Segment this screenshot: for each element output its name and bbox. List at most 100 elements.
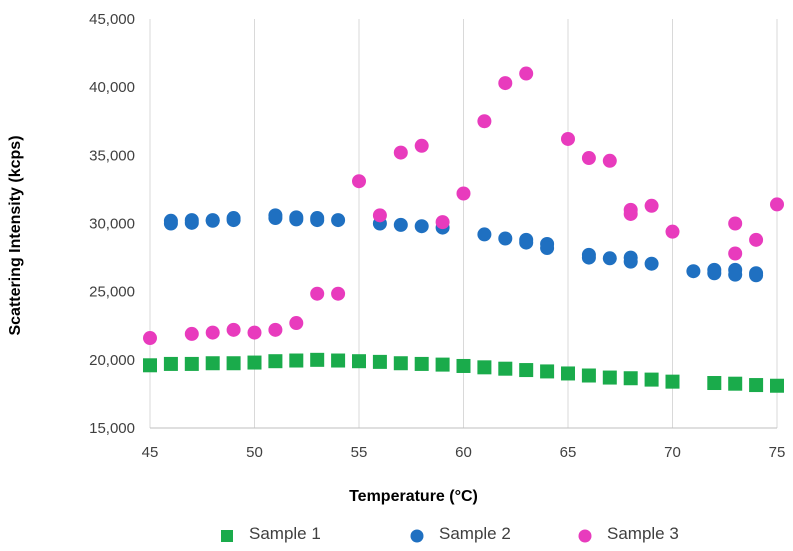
data-point — [728, 376, 743, 391]
data-point — [414, 138, 429, 153]
data-point — [372, 208, 387, 223]
data-point — [184, 326, 199, 341]
data-point — [331, 353, 346, 368]
data-point — [602, 370, 617, 385]
data-point — [519, 363, 534, 378]
data-point — [247, 355, 262, 370]
data-point — [498, 76, 513, 91]
data-point — [477, 227, 492, 242]
data-point — [331, 213, 346, 228]
data-point — [456, 186, 471, 201]
data-point — [435, 357, 450, 372]
data-point — [184, 356, 199, 371]
data-point — [540, 241, 555, 256]
data-point — [163, 356, 178, 371]
x-tick-labels: 45 50 55 60 65 70 75 — [142, 444, 786, 461]
legend-marker — [578, 529, 592, 543]
data-point — [143, 331, 157, 346]
data-point — [372, 354, 387, 369]
data-point — [519, 66, 534, 81]
x-tick-label: 45 — [142, 444, 159, 461]
data-point — [602, 153, 617, 168]
data-point — [268, 322, 283, 337]
data-point — [707, 266, 722, 281]
data-point — [393, 145, 408, 160]
data-point — [749, 232, 764, 247]
x-tick-label: 70 — [664, 444, 681, 461]
data-point — [289, 353, 304, 368]
legend-marker — [221, 530, 233, 542]
data-point — [289, 210, 304, 225]
data-point — [393, 217, 408, 232]
data-point — [728, 267, 743, 282]
x-tick-label: 75 — [769, 444, 786, 461]
legend-label: Sample 2 — [439, 524, 511, 543]
data-point — [498, 231, 513, 246]
data-point — [477, 114, 492, 129]
y-tick-label: 20,000 — [89, 352, 135, 369]
data-point — [644, 372, 659, 387]
data-point — [623, 206, 638, 221]
data-point — [205, 213, 220, 228]
series-3 — [143, 66, 784, 346]
data-point — [226, 211, 241, 226]
data-point — [435, 215, 450, 230]
data-point — [707, 376, 722, 391]
data-points — [143, 66, 784, 393]
legend-marker — [410, 529, 424, 543]
data-point — [247, 325, 262, 340]
data-point — [143, 358, 157, 373]
data-point — [602, 251, 617, 266]
data-point — [581, 151, 596, 166]
data-point — [749, 268, 764, 283]
data-point — [644, 256, 659, 271]
x-tick-label: 50 — [246, 444, 263, 461]
y-tick-label: 25,000 — [89, 284, 135, 301]
data-point — [519, 235, 534, 250]
y-axis-title: Scattering Intensity (kcps) — [7, 135, 24, 335]
data-point — [310, 286, 325, 301]
grid-lines — [149, 19, 778, 428]
data-point — [393, 356, 408, 371]
data-point — [226, 356, 241, 371]
data-point — [749, 378, 764, 393]
data-point — [644, 198, 659, 213]
y-tick-label: 15,000 — [89, 420, 135, 437]
data-point — [310, 211, 325, 226]
data-point — [414, 219, 429, 234]
data-point — [163, 213, 178, 228]
x-axis-title: Temperature (°C) — [349, 488, 478, 505]
data-point — [540, 364, 555, 379]
y-tick-labels: 15,000 20,000 25,000 30,000 35,000 40,000 45,0… — [89, 11, 135, 437]
data-point — [665, 374, 680, 389]
data-point — [728, 216, 743, 231]
data-point — [268, 354, 283, 369]
data-point — [184, 213, 199, 228]
data-point — [498, 361, 513, 376]
data-point — [226, 322, 241, 337]
data-point — [623, 254, 638, 269]
legend: Sample 1 Sample 2 Sample 3 — [221, 524, 679, 543]
data-point — [561, 131, 575, 146]
series-1 — [143, 352, 784, 393]
data-point — [352, 174, 366, 189]
data-point — [770, 378, 784, 393]
data-point — [581, 368, 596, 383]
data-point — [456, 358, 471, 373]
data-point — [623, 371, 638, 386]
data-point — [414, 356, 429, 371]
legend-label: Sample 1 — [249, 524, 321, 543]
data-point — [728, 246, 743, 261]
data-point — [331, 286, 346, 301]
y-tick-label: 40,000 — [89, 79, 135, 96]
legend-label: Sample 3 — [607, 524, 679, 543]
data-point — [561, 366, 575, 381]
data-point — [205, 325, 220, 340]
data-point — [289, 316, 304, 331]
data-point — [268, 208, 283, 223]
x-tick-label: 55 — [351, 444, 368, 461]
data-point — [352, 354, 366, 369]
data-point — [205, 356, 220, 371]
data-point — [665, 224, 680, 239]
